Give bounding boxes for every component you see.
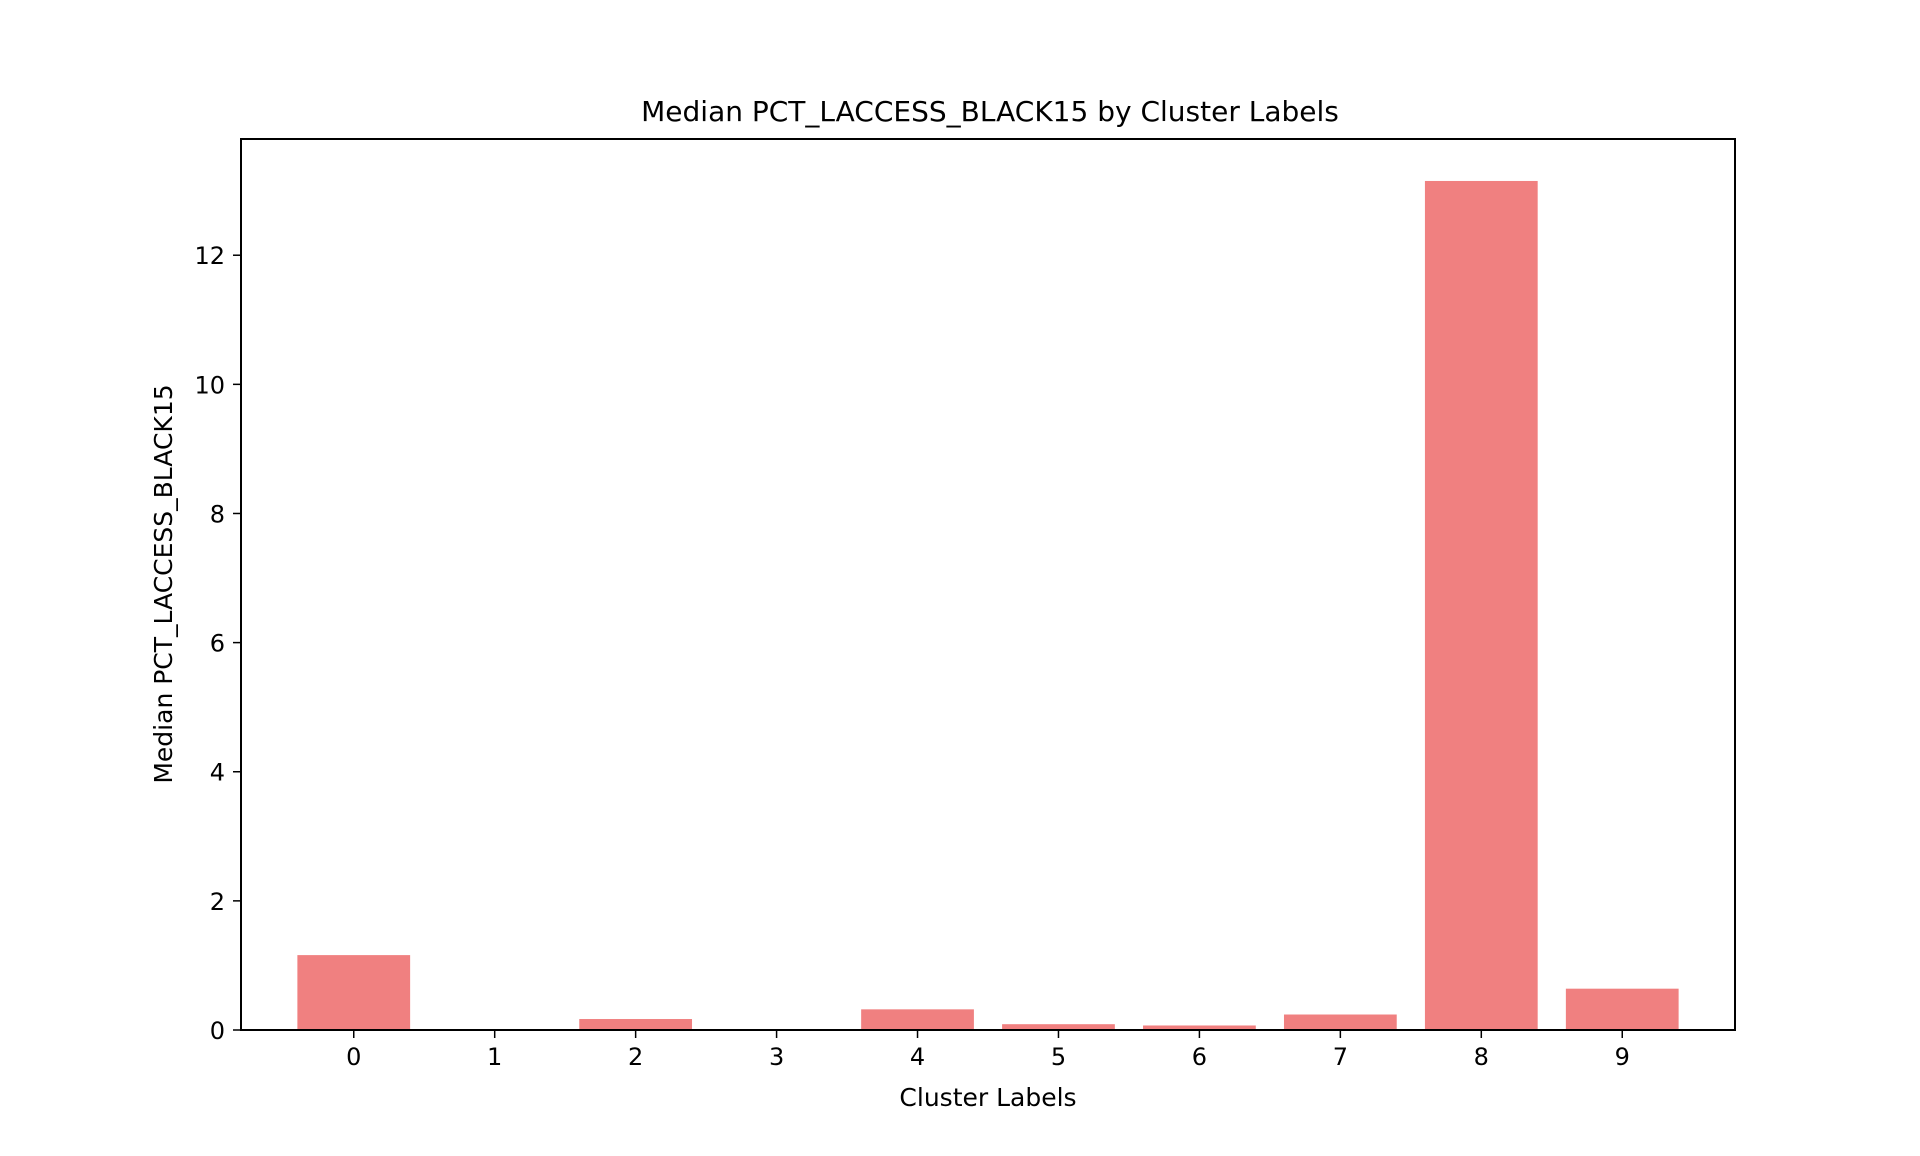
x-tick-label: 4 xyxy=(910,1043,925,1071)
plot-area-frame xyxy=(240,138,1736,1031)
x-tick-label: 3 xyxy=(769,1043,784,1071)
x-axis-ticks: 0 1 2 3 4 5 6 7 8 9 xyxy=(346,1030,1630,1071)
y-tick-label: 8 xyxy=(210,500,225,528)
bars-group xyxy=(297,180,1679,1030)
x-tick-label: 1 xyxy=(487,1043,502,1071)
y-tick-label: 12 xyxy=(194,242,225,270)
chart-title: Median PCT_LACCESS_BLACK15 by Cluster La… xyxy=(641,95,1339,128)
x-tick-label: 9 xyxy=(1615,1043,1630,1071)
y-tick-label: 2 xyxy=(210,888,225,916)
y-tick-label: 4 xyxy=(210,759,225,787)
x-tick-label: 0 xyxy=(346,1043,361,1071)
bar-cluster-6 xyxy=(1143,1025,1256,1030)
bar-cluster-9 xyxy=(1565,988,1679,1030)
y-tick-label: 6 xyxy=(210,630,225,658)
y-tick-label: 10 xyxy=(194,371,225,399)
y-axis-ticks: 0 2 4 6 8 10 12 xyxy=(194,242,241,1045)
x-tick-label: 7 xyxy=(1333,1043,1348,1071)
x-tick-label: 5 xyxy=(1051,1043,1066,1071)
bar-cluster-7 xyxy=(1283,1014,1397,1030)
y-tick-label: 0 xyxy=(210,1017,225,1045)
bar-cluster-8 xyxy=(1424,180,1538,1030)
x-tick-label: 6 xyxy=(1192,1043,1207,1071)
bar-cluster-5 xyxy=(1002,1024,1115,1030)
x-tick-label: 8 xyxy=(1474,1043,1489,1071)
y-axis-label: Median PCT_LACCESS_BLACK15 xyxy=(149,384,178,783)
x-tick-label: 2 xyxy=(628,1043,643,1071)
bar-cluster-4 xyxy=(861,1009,974,1030)
x-axis-label: Cluster Labels xyxy=(899,1083,1076,1112)
bar-cluster-0 xyxy=(297,955,411,1030)
bar-cluster-2 xyxy=(579,1019,693,1030)
